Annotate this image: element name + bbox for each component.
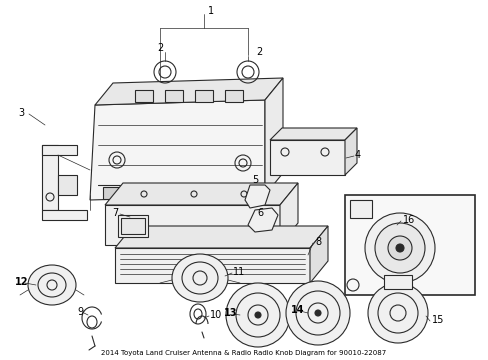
Bar xyxy=(224,90,243,102)
Ellipse shape xyxy=(285,281,349,345)
Text: 2014 Toyota Land Cruiser Antenna & Radio Radio Knob Diagram for 90010-22087: 2014 Toyota Land Cruiser Antenna & Radio… xyxy=(101,350,386,356)
Ellipse shape xyxy=(387,236,411,260)
Text: 16: 16 xyxy=(402,215,414,225)
Text: 6: 6 xyxy=(257,208,263,218)
Polygon shape xyxy=(42,145,77,155)
Bar xyxy=(135,90,153,102)
Ellipse shape xyxy=(367,283,427,343)
Polygon shape xyxy=(280,183,297,245)
Polygon shape xyxy=(269,140,345,175)
Bar xyxy=(383,275,411,289)
Text: 14: 14 xyxy=(290,305,304,315)
Text: 3: 3 xyxy=(18,108,24,118)
Text: 11: 11 xyxy=(232,267,245,277)
Polygon shape xyxy=(95,78,283,105)
Text: 1: 1 xyxy=(207,6,214,16)
Ellipse shape xyxy=(364,213,434,283)
Text: 9: 9 xyxy=(77,307,83,317)
Bar xyxy=(345,195,474,295)
Polygon shape xyxy=(345,128,356,175)
Ellipse shape xyxy=(374,223,424,273)
Polygon shape xyxy=(90,100,264,200)
Polygon shape xyxy=(264,78,283,195)
Polygon shape xyxy=(115,226,327,248)
Polygon shape xyxy=(42,210,87,220)
Ellipse shape xyxy=(225,283,289,347)
Text: 8: 8 xyxy=(314,237,321,247)
Polygon shape xyxy=(105,183,297,205)
Polygon shape xyxy=(58,175,77,195)
Text: 4: 4 xyxy=(354,150,360,160)
Text: 13: 13 xyxy=(224,308,237,318)
Text: 15: 15 xyxy=(431,315,444,325)
Ellipse shape xyxy=(28,265,76,305)
Ellipse shape xyxy=(254,312,261,318)
Bar xyxy=(105,205,280,245)
Polygon shape xyxy=(244,185,269,208)
Bar xyxy=(164,90,183,102)
Ellipse shape xyxy=(314,310,320,316)
Polygon shape xyxy=(247,208,278,232)
Polygon shape xyxy=(269,128,356,140)
Bar xyxy=(103,187,257,199)
Ellipse shape xyxy=(395,244,403,252)
Polygon shape xyxy=(42,145,58,210)
Text: 5: 5 xyxy=(251,175,258,185)
Text: 12: 12 xyxy=(15,277,28,287)
Bar xyxy=(349,200,371,218)
Polygon shape xyxy=(309,226,327,283)
Ellipse shape xyxy=(172,254,227,302)
Text: 7: 7 xyxy=(112,208,118,218)
Text: 2: 2 xyxy=(256,47,262,57)
Text: 2: 2 xyxy=(157,43,163,53)
Bar xyxy=(195,90,213,102)
Bar xyxy=(121,218,145,234)
Text: 10: 10 xyxy=(209,310,222,320)
Bar xyxy=(115,248,309,283)
Bar xyxy=(118,215,148,237)
